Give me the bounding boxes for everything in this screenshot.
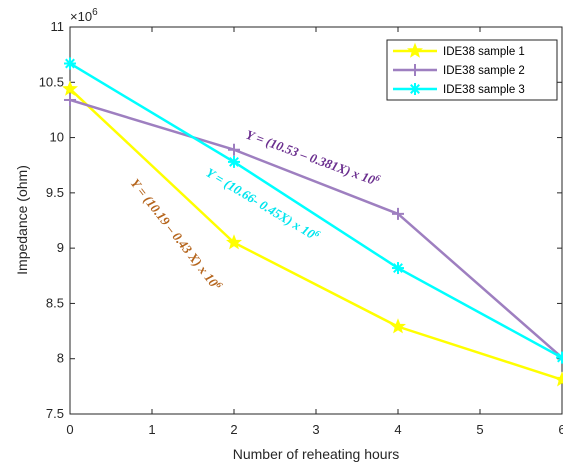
x-tick-label: 0 (66, 422, 73, 437)
x-tick-label: 3 (312, 422, 319, 437)
x-axis-label: Number of reheating hours (233, 446, 400, 462)
data-point-sample-3 (392, 262, 404, 275)
data-point-sample-3 (228, 155, 240, 168)
series-line-sample-2 (69, 98, 563, 359)
y-multiplier: ×106 (70, 7, 98, 24)
data-point-sample-1 (554, 371, 563, 387)
legend-label: IDE38 sample 3 (443, 84, 525, 96)
x-tick-label: 4 (394, 422, 401, 437)
legend-marker (409, 64, 421, 76)
data-point-sample-3 (64, 57, 76, 70)
x-tick-label: 2 (230, 422, 237, 437)
x-tick-label: 5 (476, 422, 483, 437)
y-tick-label: 8.5 (46, 295, 64, 310)
y-tick-label: 9.5 (46, 185, 64, 200)
series-line-sample-1 (69, 88, 563, 381)
series-layer (62, 57, 563, 387)
y-tick-label: 8 (57, 351, 64, 366)
x-axis: 0 1 2 3 4 5 6 (66, 27, 563, 437)
legend-marker (407, 42, 423, 58)
data-point-sample-2 (228, 143, 240, 156)
legend-label: IDE38 sample 1 (443, 46, 525, 58)
y-tick-label: 7.5 (46, 406, 64, 421)
data-point-sample-2 (64, 93, 76, 106)
legend-marker (409, 83, 421, 95)
legend-label: IDE38 sample 2 (443, 65, 525, 77)
y-tick-label: 10.5 (39, 74, 64, 89)
legend: IDE38 sample 1 IDE38 sample 2 IDE38 sample… (386, 39, 558, 101)
data-point-sample-3 (556, 351, 563, 364)
series-line-sample-3 (69, 62, 563, 359)
y-tick-label: 9 (57, 240, 64, 255)
data-point-sample-2 (392, 207, 404, 220)
y-tick-label: 10 (50, 130, 64, 145)
y-axis: 7.5 8 8.5 9 9.5 10 10.5 11 (39, 19, 562, 421)
data-point-sample-1 (390, 318, 406, 334)
x-tick-label: 6 (558, 422, 563, 437)
data-point-sample-1 (226, 234, 242, 250)
y-tick-label: 11 (51, 19, 65, 34)
data-point-sample-1 (62, 80, 78, 96)
y-axis-label: Impedance (ohm) (14, 165, 30, 275)
x-tick-label: 1 (148, 422, 155, 437)
